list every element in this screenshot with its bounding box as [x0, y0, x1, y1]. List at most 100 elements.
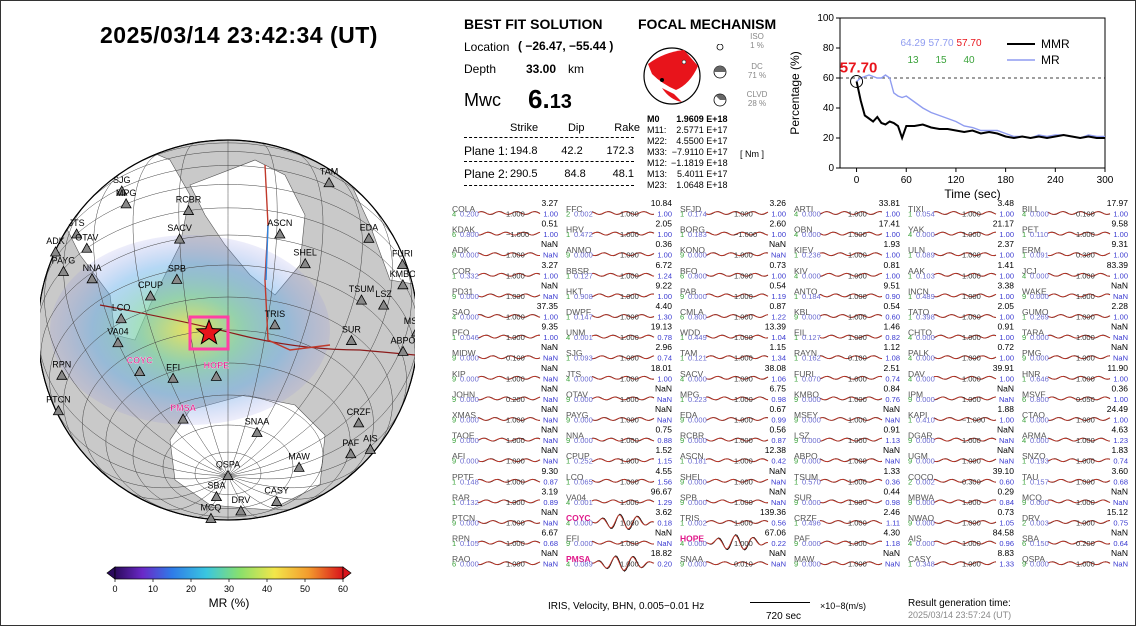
trace-station: INCN: [908, 286, 929, 296]
generation-time: 2025/03/14 23:57:24 (UT): [908, 610, 1012, 620]
trace-paf: PAF 4.30 9 0.000 1.000 1.18: [794, 528, 900, 549]
trace-synthetic: [478, 231, 541, 236]
trace-station: MIDW: [452, 348, 476, 358]
station-label: TRIS: [265, 309, 286, 319]
trace-station: KMBO: [794, 389, 819, 399]
trace-index: 9: [452, 251, 456, 260]
station-triangle: [355, 294, 368, 305]
plane1-values: 194.8 42.2 172.3: [510, 145, 634, 157]
trace-index: 9: [566, 539, 570, 548]
tensor-name: M33:: [647, 147, 668, 157]
trace-amplitude: 2.37: [997, 239, 1014, 249]
trace-station: SHEL: [680, 472, 702, 482]
station-label: MPG: [116, 188, 137, 198]
trace-erm: ERM 9.31 1 0.091 0.300 1.00: [1022, 239, 1128, 260]
trace-coco: COCO 39.10 2 0.002 0.300 0.60: [908, 466, 1014, 487]
trace-casy: CASY 8.83 1 0.348 1.000 1.33: [908, 548, 1014, 569]
trace-amplitude: 0.36: [655, 239, 672, 249]
longitude-line: [164, 475, 229, 511]
trace-param-a: 0.000: [802, 416, 821, 425]
trace-sur: SUR 0.44 9 0.000 1.000 0.98: [794, 486, 900, 507]
trace-station: IPM: [908, 389, 923, 399]
trace-cmla: CMLA 0.87 6 0.800 1.000 1.22: [680, 301, 786, 322]
trace-param-a: 0.002: [916, 477, 935, 486]
trace-synthetic: [705, 534, 768, 550]
trace-index: 9: [1022, 560, 1026, 569]
trace-ctao: CTAO 24.49 4 0.000 1.000 1.00: [1022, 404, 1128, 425]
trace-param-a: 0.000: [460, 354, 479, 363]
station-msey: MSEY: [404, 316, 415, 337]
trace-station: MAW: [794, 554, 814, 564]
trace-param-a: 0.000: [916, 436, 935, 445]
station-triangle: [210, 490, 223, 502]
focal-title: FOCAL MECHANISM: [638, 16, 777, 32]
y-tick-label: 40: [823, 103, 835, 114]
trace-pet: PET 9.58 1 0.110 1.000 1.00: [1022, 219, 1128, 240]
trace-param-c: 1.00: [885, 230, 900, 239]
trace-index: 4: [908, 374, 912, 383]
trace-param-c: 1.08: [885, 354, 900, 363]
trace-amplitude: 2.60: [769, 219, 786, 229]
trace-synthetic: [705, 499, 769, 504]
trace-station: PD31: [452, 286, 474, 296]
stat-top: 57.70: [956, 38, 981, 49]
trace-param-b: 0.200: [506, 395, 525, 404]
trace-param-b: 1.000: [1076, 519, 1095, 528]
station-triangle: [81, 242, 93, 253]
trace-pmsa: PMSA 18.82 4 0.089 1.000 0.20: [566, 548, 672, 572]
trace-wake: WAKE NaN 9 0.000 1.000 NaN: [1022, 280, 1128, 301]
trace-amplitude: 83.39: [1107, 260, 1129, 270]
trace-synthetic: [591, 458, 655, 462]
longitude-line: [63, 204, 229, 476]
trace-synthetic: [477, 417, 541, 421]
trace-param-c: 0.99: [771, 416, 786, 425]
trace-param-c: 1.23: [1113, 436, 1128, 445]
trace-amplitude: 3.38: [997, 280, 1014, 290]
epicenter-box: [188, 315, 230, 351]
trace-index: 9: [452, 519, 456, 528]
station-triangle: [120, 198, 132, 209]
trace-param-b: 1.000: [848, 457, 867, 466]
trace-param-c: 0.68: [543, 539, 558, 548]
trace-station: RAR: [452, 492, 470, 502]
trace-xmas: XMAS NaN 9 0.000 1.000 NaN: [452, 404, 558, 425]
trace-param-a: 0.000: [688, 560, 707, 569]
trace-amplitude: 0.81: [883, 260, 900, 270]
trace-index: 4: [908, 230, 912, 239]
trace-synthetic: [933, 355, 997, 359]
station-maw: MAW: [288, 451, 310, 472]
trace-param-b: 1.000: [1076, 333, 1095, 342]
trace-param-a: 0.127: [574, 271, 593, 280]
trace-synthetic: [591, 417, 655, 421]
trace-msey: MSEY NaN 9 0.000 1.000 NaN: [794, 404, 900, 425]
trace-synthetic: [933, 437, 997, 442]
y-tick-label: 20: [823, 133, 835, 144]
series-line-mmr: [855, 81, 1105, 142]
trace-nwao: NWAO 0.73 9 0.000 1.000 1.05: [908, 507, 1014, 528]
y-tick-label: 0: [828, 163, 834, 174]
trace-arma: ARMA 4.63 4 0.000 1.000 1.23: [1022, 425, 1128, 446]
trace-rao: RAO NaN 6 0.000 1.000 NaN: [452, 548, 558, 569]
station-triangle: [52, 404, 65, 416]
location-value: ( −26.47, −55.44 ): [518, 39, 614, 53]
trace-index: 6: [1022, 395, 1026, 404]
trace-param-a: 0.252: [574, 457, 593, 466]
trace-incn: INCN 3.38 1 0.489 1.000 1.00: [908, 280, 1014, 301]
longitude-line: [227, 204, 393, 476]
trace-synthetic: [933, 561, 997, 565]
tensor-value: −7.9110 E+17: [671, 147, 728, 157]
trace-amplitude: 33.81: [879, 198, 901, 208]
trace-index: 1: [566, 313, 570, 322]
trace-param-a: 0.000: [802, 210, 821, 219]
trace-synthetic: [819, 540, 883, 545]
trace-param-a: 0.001: [574, 498, 593, 507]
trace-synthetic: [1047, 252, 1111, 256]
trace-kiv: KIV 0.81 4 0.000 1.000 1.00: [794, 260, 900, 281]
longitude-line: [44, 261, 229, 476]
trace-rpn: RPN 6.67 1 0.105 1.000 0.68: [452, 528, 558, 549]
trace-synthetic: [591, 376, 655, 380]
station-ascn: ASCN: [267, 218, 292, 239]
station-tsum: TSUM: [349, 284, 374, 305]
trace-param-a: 0.181: [688, 457, 707, 466]
trace-amplitude: 84.58: [993, 528, 1015, 538]
